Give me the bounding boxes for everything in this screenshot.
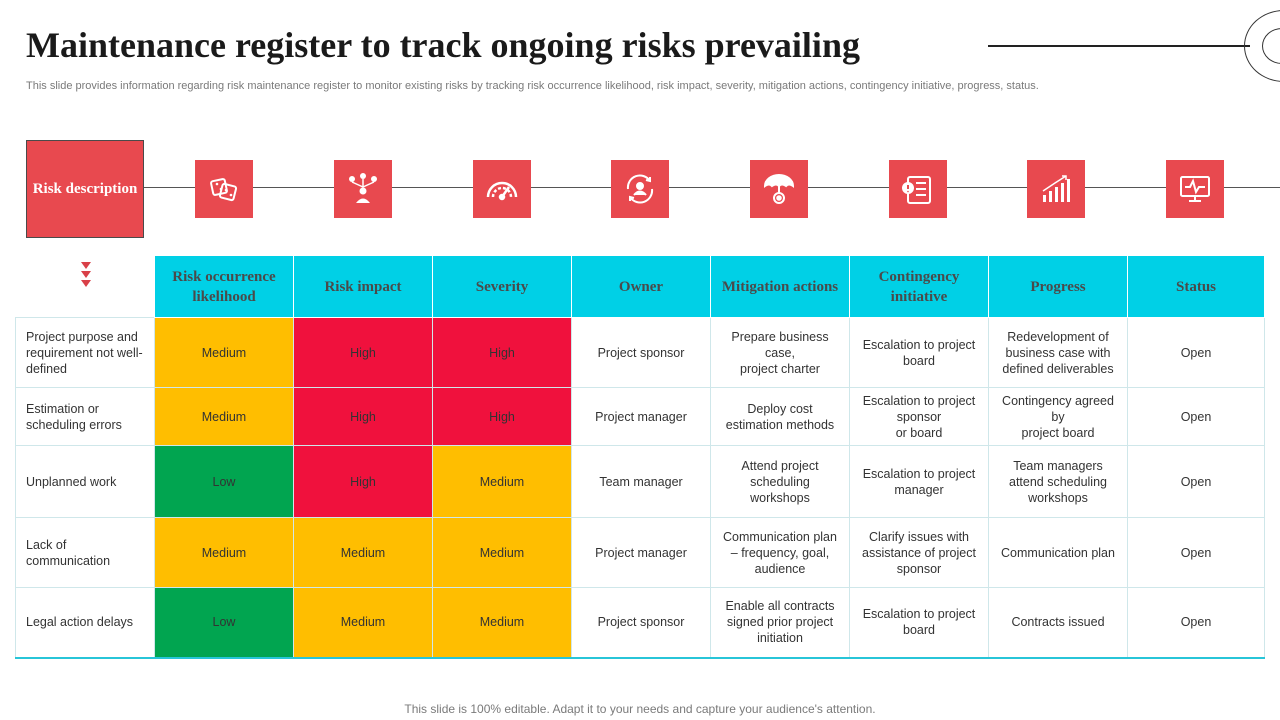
column-header: Severity <box>432 255 572 318</box>
cell-severity: Medium <box>432 517 572 588</box>
cell-severity: High <box>432 387 572 446</box>
footer-note: This slide is 100% editable. Adapt it to… <box>404 702 876 716</box>
cell-status: Open <box>1127 517 1265 588</box>
gauge-icon <box>473 160 531 218</box>
cell-mitigation: Enable all contracts signed prior projec… <box>710 587 850 659</box>
cell-mitigation: Deploy cost estimation methods <box>710 387 850 446</box>
cell-status: Open <box>1127 445 1265 518</box>
cell-status: Open <box>1127 387 1265 446</box>
cell-contingency: Escalation to project board <box>849 317 989 388</box>
checklist-icon <box>889 160 947 218</box>
cell-description: Legal action delays <box>15 587 155 659</box>
column-header: Risk impact <box>293 255 433 318</box>
cell-impact: High <box>293 387 433 446</box>
risk-register-table: Risk occurrence likelihood Risk impact S… <box>15 255 1265 659</box>
cell-likelihood: Medium <box>154 387 294 446</box>
cell-likelihood: Low <box>154 587 294 659</box>
column-header: Contingency initiative <box>849 255 989 318</box>
cell-likelihood: Medium <box>154 517 294 588</box>
column-header: Mitigation actions <box>710 255 850 318</box>
cell-impact: Medium <box>293 517 433 588</box>
table-row: Legal action delays Low Medium Medium Projec… <box>15 587 1265 659</box>
cell-contingency: Clarify issues with assistance of projec… <box>849 517 989 588</box>
cell-description: Lack of communication <box>15 517 155 588</box>
cell-severity: Medium <box>432 587 572 659</box>
risk-description-box: Risk description <box>26 140 144 238</box>
umbrella-icon <box>750 160 808 218</box>
cell-description: Project purpose and requirement not well… <box>15 317 155 388</box>
cell-contingency: Escalation to project manager <box>849 445 989 518</box>
cell-impact: High <box>293 317 433 388</box>
cell-owner: Project sponsor <box>571 317 711 388</box>
page-subtitle: This slide provides information regardin… <box>26 80 1039 92</box>
decorative-line <box>988 45 1250 47</box>
cell-status: Open <box>1127 587 1265 659</box>
cell-mitigation: Attend project scheduling workshops <box>710 445 850 518</box>
table-row: Project purpose and requirement not well… <box>15 317 1265 388</box>
cell-impact: High <box>293 445 433 518</box>
cell-mitigation: Prepare business case, project charter <box>710 317 850 388</box>
cell-likelihood: Medium <box>154 317 294 388</box>
cell-likelihood: Low <box>154 445 294 518</box>
down-arrows-icon <box>79 262 93 289</box>
column-header: Owner <box>571 255 711 318</box>
cell-contingency: Escalation to project board <box>849 587 989 659</box>
column-header: Progress <box>988 255 1128 318</box>
table-header-row: Risk occurrence likelihood Risk impact S… <box>16 255 1265 318</box>
column-header: Risk occurrence likelihood <box>154 255 294 318</box>
cell-progress: Team managers attend scheduling workshop… <box>988 445 1128 518</box>
cell-owner: Team manager <box>571 445 711 518</box>
cell-mitigation: Communication plan – frequency, goal, au… <box>710 517 850 588</box>
table-row: Estimation or scheduling errors Medium Hig… <box>15 387 1265 446</box>
cell-contingency: Escalation to project sponsor or board <box>849 387 989 446</box>
table-row: Lack of communication Medium Medium Medium P… <box>15 517 1265 588</box>
cell-owner: Project sponsor <box>571 587 711 659</box>
cell-progress: Communication plan <box>988 517 1128 588</box>
page-title: Maintenance register to track ongoing ri… <box>26 25 860 65</box>
monitor-pulse-icon <box>1166 160 1224 218</box>
cell-progress: Contracts issued <box>988 587 1128 659</box>
cell-progress: Redevelopment of business case with defi… <box>988 317 1128 388</box>
cell-description: Estimation or scheduling errors <box>15 387 155 446</box>
cell-impact: Medium <box>293 587 433 659</box>
dice-icon <box>195 160 253 218</box>
person-cycle-icon <box>611 160 669 218</box>
org-chart-icon <box>334 160 392 218</box>
cell-status: Open <box>1127 317 1265 388</box>
cell-description: Unplanned work <box>15 445 155 518</box>
cell-severity: High <box>432 317 572 388</box>
bar-chart-icon <box>1027 160 1085 218</box>
cell-owner: Project manager <box>571 387 711 446</box>
cell-owner: Project manager <box>571 517 711 588</box>
cell-severity: Medium <box>432 445 572 518</box>
cell-progress: Contingency agreed by project board <box>988 387 1128 446</box>
table-row: Unplanned work Low High Medium Team manager A… <box>15 445 1265 518</box>
column-header: Status <box>1127 255 1265 318</box>
icon-connector-line <box>144 187 1280 188</box>
